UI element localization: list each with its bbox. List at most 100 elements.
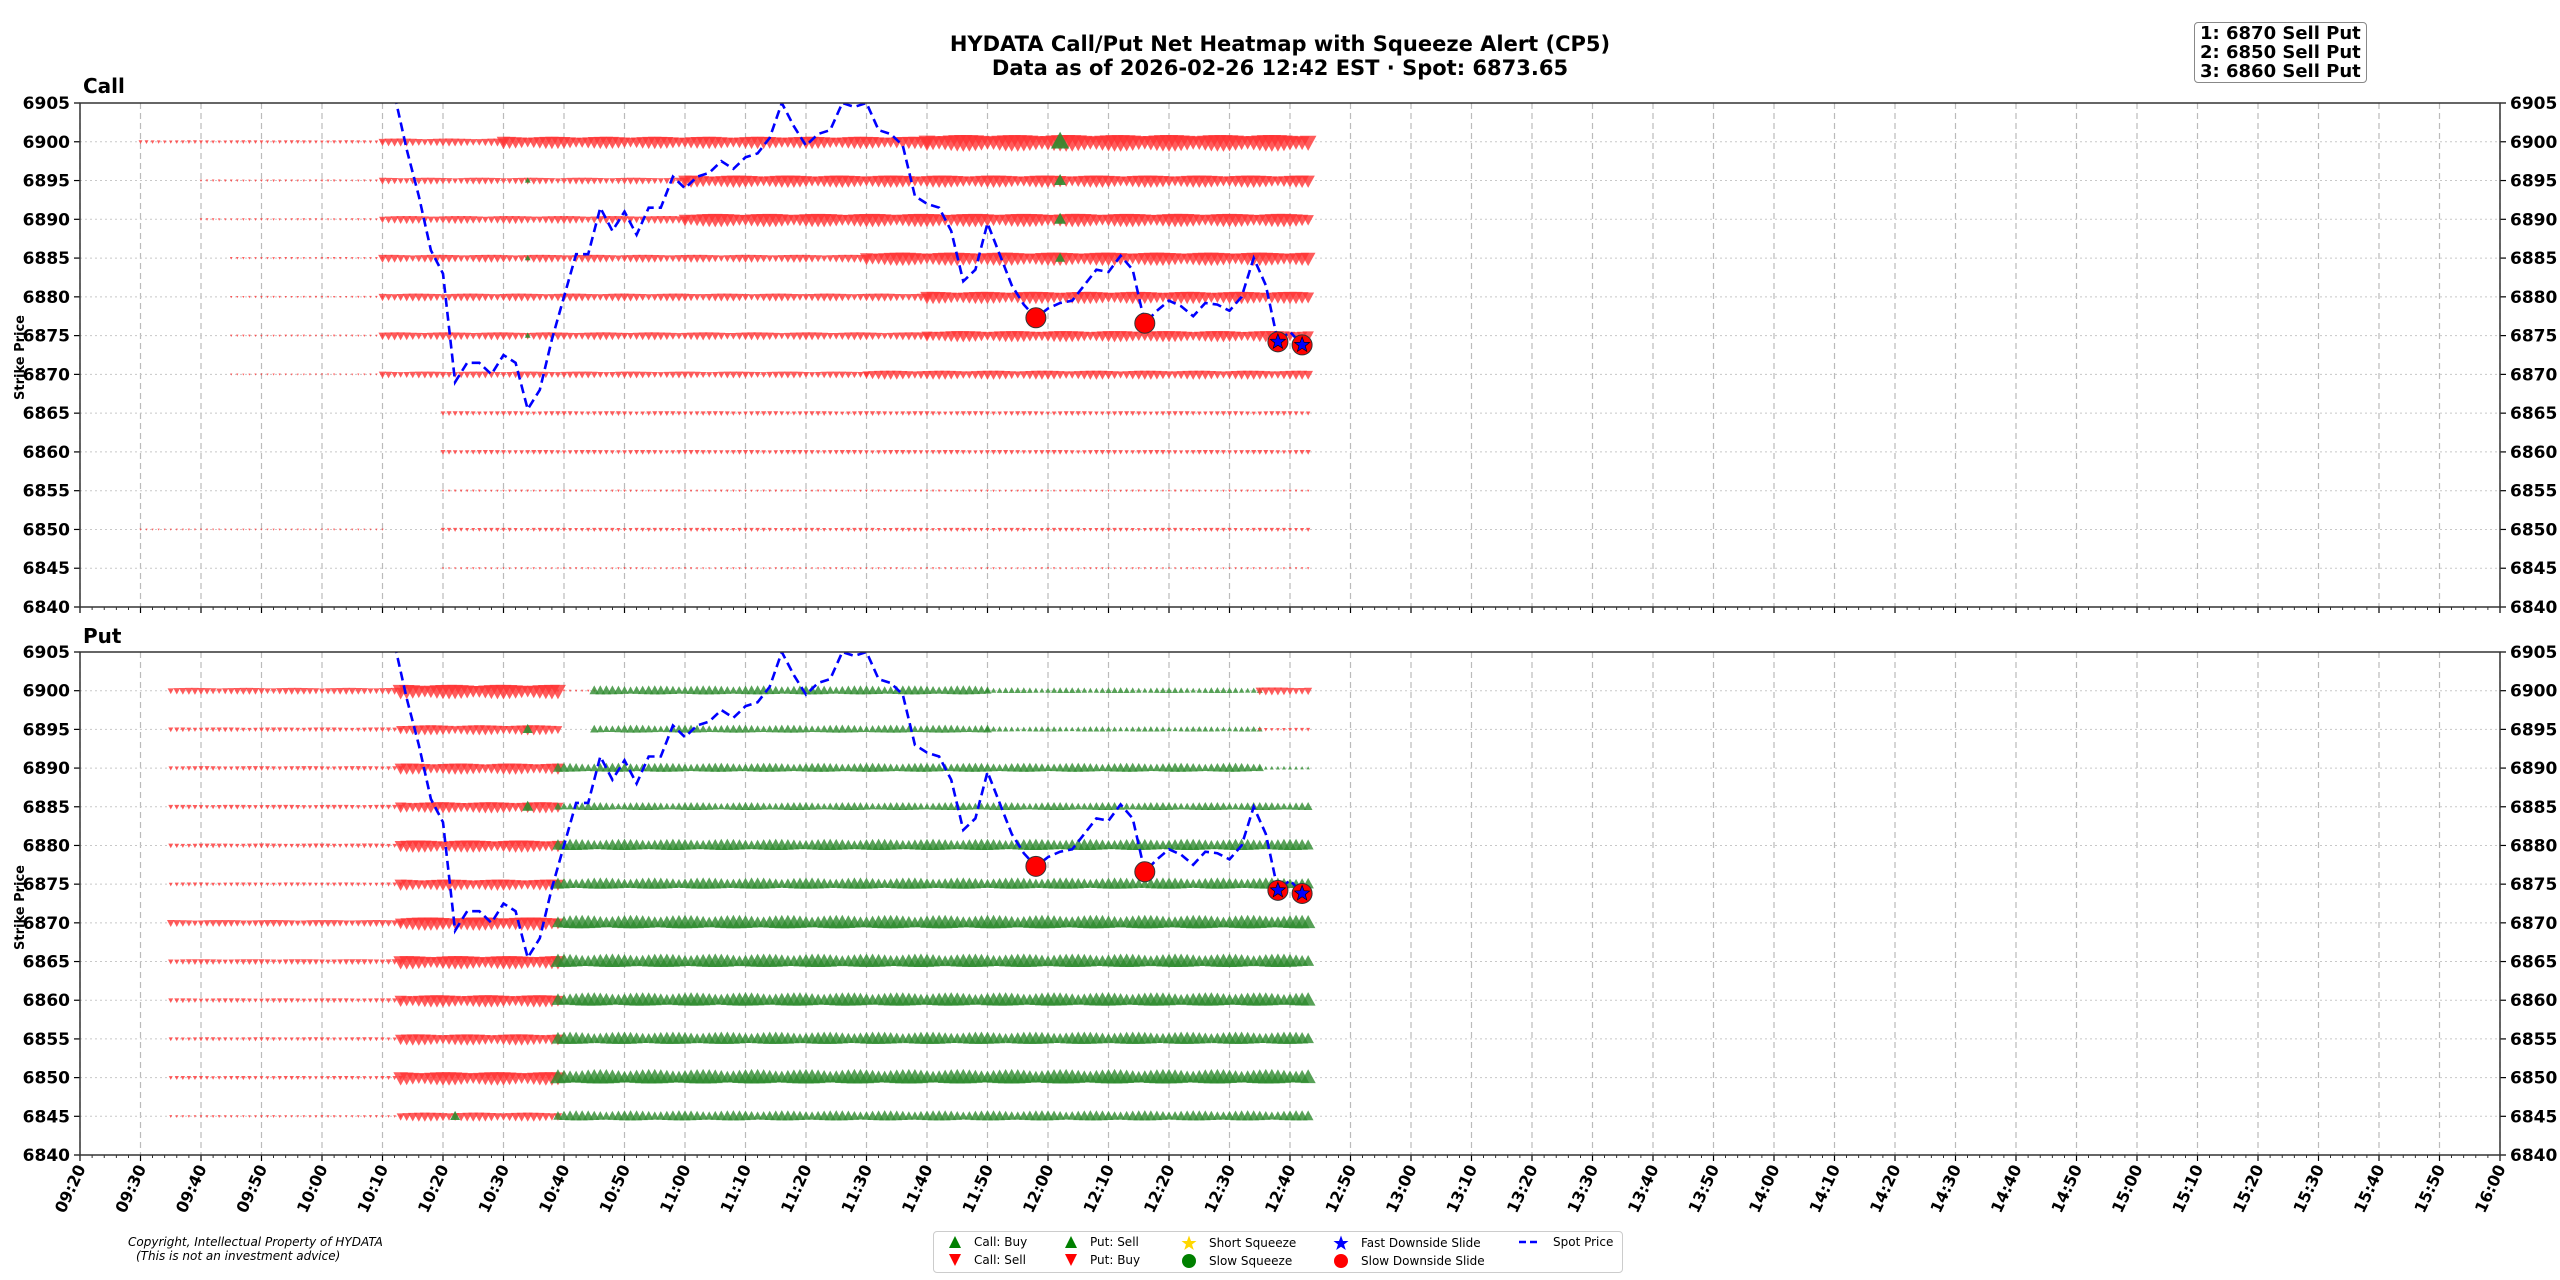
y-tick-label: 6870 [2510, 365, 2557, 385]
x-tick-label: 09:20 [51, 1162, 90, 1216]
x-tick-label: 12:00 [1019, 1162, 1058, 1216]
fast-downside-slide-star-icon [1269, 881, 1287, 898]
legend-call-sell: Call: Sell [948, 1253, 1026, 1267]
x-tick-label: 14:20 [1866, 1162, 1905, 1216]
x-tick-label: 13:30 [1563, 1162, 1602, 1216]
y-tick-label: 6845 [23, 559, 70, 579]
x-tick-label: 10:30 [474, 1162, 513, 1216]
slow-downside-slide-marker [1134, 861, 1156, 883]
x-tick-label: 09:50 [232, 1162, 271, 1216]
x-tick-label: 09:30 [111, 1162, 150, 1216]
y-tick-label: 6860 [2510, 991, 2557, 1011]
y-tick-label: 6905 [23, 643, 70, 663]
fast-downside-slide-star-icon [1293, 884, 1311, 901]
legend-slow-squeeze: Slow Squeeze [1181, 1253, 1292, 1269]
alert-item: 2: 6850 Sell Put [2200, 42, 2361, 63]
y-tick-label: 6865 [2510, 404, 2557, 424]
fast-downside-slide-star-icon [1269, 332, 1287, 349]
x-tick-label: 10:50 [595, 1162, 634, 1216]
x-tick-label: 13:50 [1684, 1162, 1723, 1216]
x-tick-label: 13:20 [1503, 1162, 1542, 1216]
y-tick-label: 6855 [23, 1030, 70, 1050]
x-tick-label: 14:10 [1805, 1162, 1844, 1216]
y-tick-label: 6845 [2510, 1107, 2557, 1127]
x-tick-label: 15:30 [2289, 1162, 2328, 1216]
chart-title-line1: HYDATA Call/Put Net Heatmap with Squeeze… [949, 32, 1611, 56]
slow-downside-slide-marker [1025, 855, 1047, 877]
y-tick-label: 6850 [23, 1069, 70, 1089]
call-panel-title: Call [83, 74, 125, 98]
fast-downside-slide-star-icon [1293, 336, 1311, 353]
copyright-line1: Copyright, Intellectual Property of HYDA… [128, 1235, 383, 1249]
call-plot: 6840 6840 6845 6845 6850 6850 6855 6855 6860 6860… [23, 94, 2558, 618]
y-tick-label: 6870 [23, 365, 70, 385]
y-tick-label: 6865 [23, 404, 70, 424]
y-tick-label: 6875 [23, 875, 70, 895]
x-tick-label: 10:00 [293, 1162, 332, 1216]
y-tick-label: 6900 [23, 133, 70, 153]
x-tick-label: 12:20 [1140, 1162, 1179, 1216]
triangle-down-icon [1065, 1254, 1077, 1266]
y-tick-label: 6885 [2510, 798, 2557, 818]
y-tick-label: 6875 [2510, 875, 2557, 895]
y-tick-label: 6880 [23, 288, 70, 308]
y-tick-label: 6890 [2510, 210, 2557, 230]
circle-icon [1334, 1254, 1348, 1268]
legend-put-sell: Put: Sell [1064, 1235, 1139, 1249]
x-tick-label: 11:20 [777, 1162, 816, 1216]
y-tick-label: 6890 [23, 759, 70, 779]
y-tick-label: 6850 [2510, 1069, 2557, 1089]
x-tick-label: 11:30 [837, 1162, 876, 1216]
y-tick-label: 6840 [2510, 1146, 2557, 1166]
y-tick-label: 6905 [2510, 94, 2557, 114]
y-tick-label: 6885 [2510, 249, 2557, 269]
y-tick-label: 6845 [2510, 559, 2557, 579]
legend-short-squeeze: Short Squeeze [1181, 1235, 1296, 1251]
x-tick-label: 16:00 [2471, 1162, 2510, 1216]
x-tick-label: 11:00 [656, 1162, 695, 1216]
x-tick-label: 11:10 [716, 1162, 755, 1216]
y-tick-label: 6900 [2510, 133, 2557, 153]
x-tick-label: 10:10 [353, 1162, 392, 1216]
y-tick-label: 6865 [2510, 953, 2557, 973]
legend-slow-downside-slide: Slow Downside Slide [1333, 1253, 1485, 1269]
y-tick-label: 6860 [23, 443, 70, 463]
triangle-up-icon [1065, 1236, 1077, 1248]
put-panel-title: Put [83, 624, 122, 648]
x-tick-label: 13:00 [1382, 1162, 1421, 1216]
y-tick-label: 6895 [2510, 720, 2557, 740]
alert-item: 1: 6870 Sell Put [2200, 23, 2361, 44]
y-tick-label: 6895 [23, 172, 70, 192]
y-tick-label: 6890 [23, 210, 70, 230]
x-tick-label: 14:00 [1745, 1162, 1784, 1216]
x-tick-label: 15:40 [2350, 1162, 2389, 1216]
y-tick-label: 6860 [2510, 443, 2557, 463]
slow-downside-slide-marker [1134, 312, 1156, 334]
x-tick-label: 15:50 [2410, 1162, 2449, 1216]
y-tick-label: 6855 [2510, 482, 2557, 502]
y-tick-label: 6840 [2510, 598, 2557, 618]
legend-fast-downside-slide: Fast Downside Slide [1333, 1235, 1481, 1251]
y-tick-label: 6880 [2510, 836, 2557, 856]
x-tick-label: 10:40 [535, 1162, 574, 1216]
x-tick-label: 15:10 [2168, 1162, 2207, 1216]
put-plot: 6840 6840 6845 6845 6850 6850 6855 6855 6860 6860… [23, 643, 2558, 1166]
star-icon [1333, 1235, 1349, 1250]
y-tick-label: 6870 [23, 914, 70, 934]
x-tick-label: 09:40 [172, 1162, 211, 1216]
y-tick-label: 6855 [23, 482, 70, 502]
y-tick-label: 6860 [23, 991, 70, 1011]
y-tick-label: 6880 [2510, 288, 2557, 308]
y-tick-label: 6840 [23, 1146, 70, 1166]
y-tick-label: 6850 [2510, 520, 2557, 540]
star-icon [1181, 1235, 1197, 1250]
top-alerts-box: 1: 6870 Sell Put 2: 6850 Sell Put 3: 686… [2194, 22, 2367, 83]
x-tick-label: 12:30 [1200, 1162, 1239, 1216]
y-tick-label: 6880 [23, 836, 70, 856]
x-tick-label: 13:40 [1624, 1162, 1663, 1216]
copyright-note: Copyright, Intellectual Property of HYDA… [128, 1235, 383, 1263]
y-tick-label: 6840 [23, 598, 70, 618]
x-tick-label: 10:20 [414, 1162, 453, 1216]
circle-icon [1182, 1254, 1196, 1268]
x-tick-label: 14:50 [2047, 1162, 2086, 1216]
